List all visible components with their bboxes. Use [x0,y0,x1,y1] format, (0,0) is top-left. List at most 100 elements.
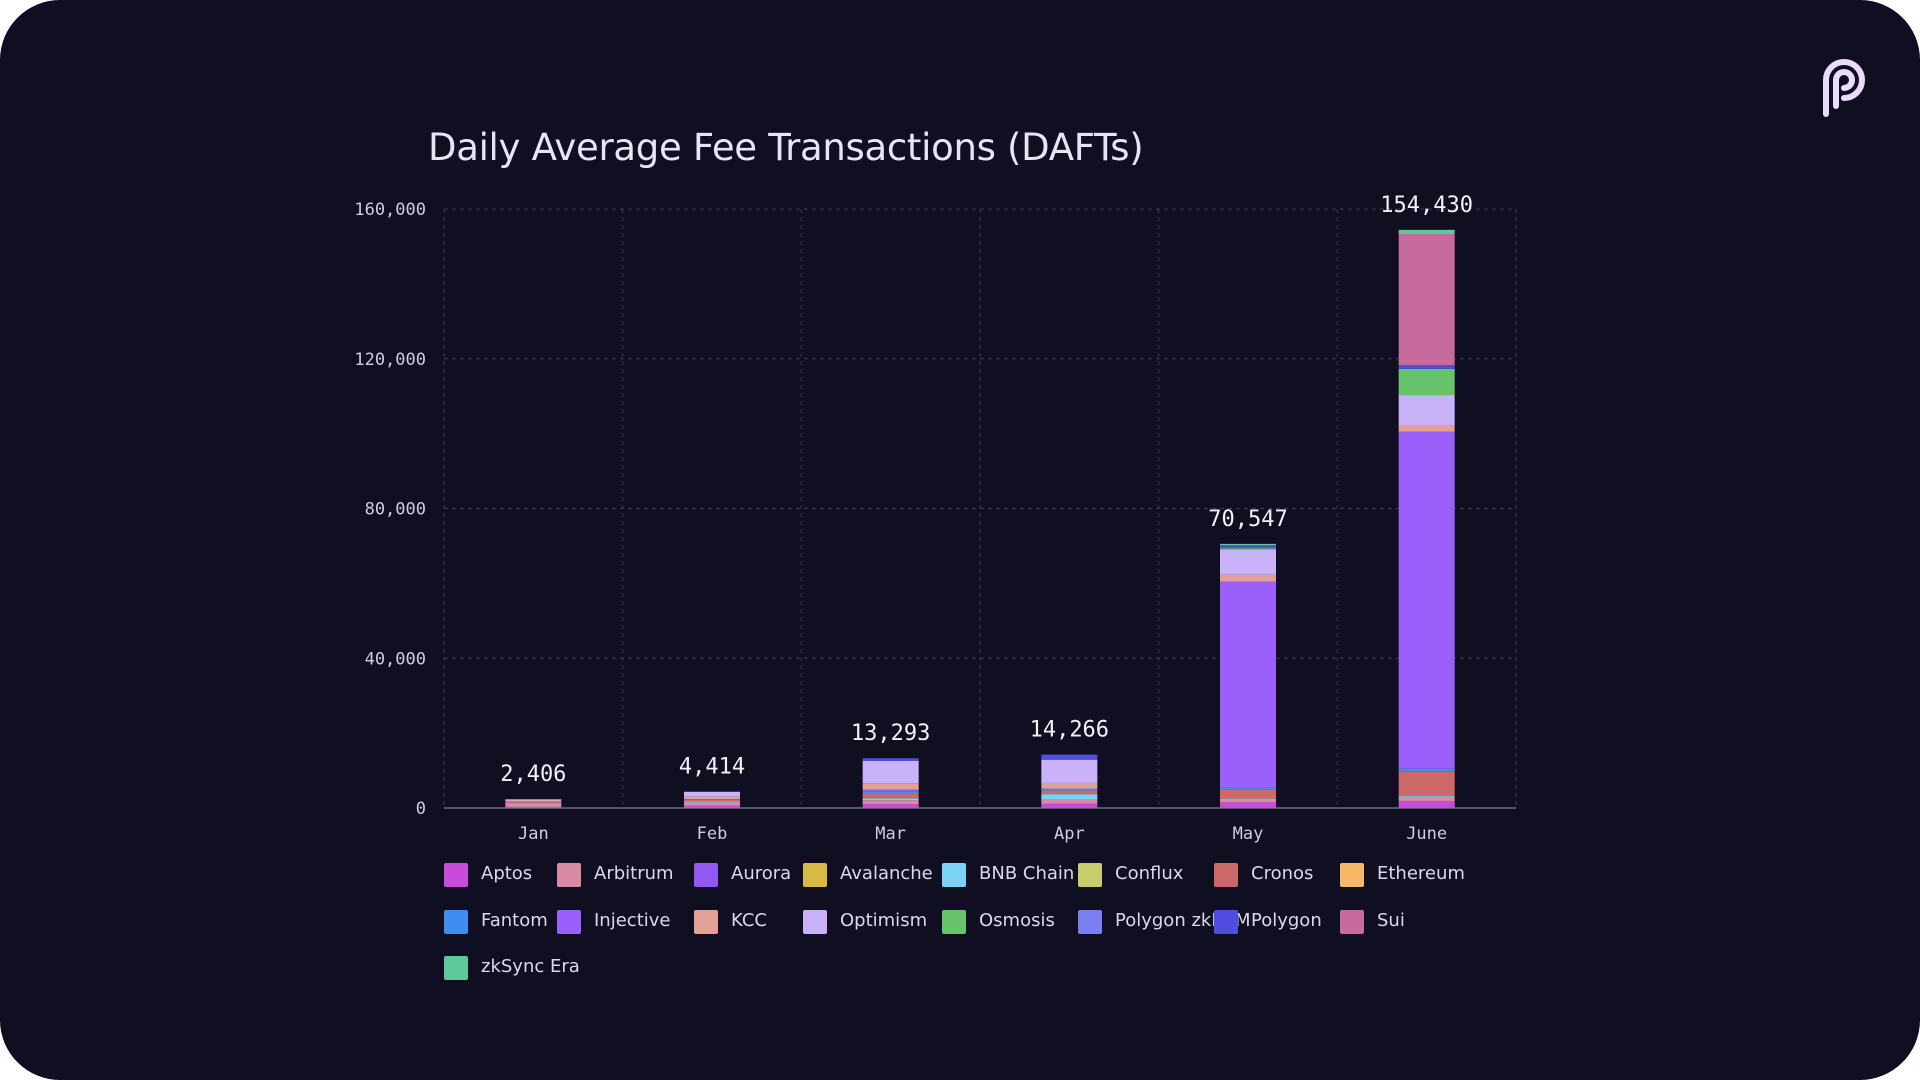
y-tick-label: 160,000 [354,200,426,220]
bar-segment-optimism-jan [505,799,562,801]
bar-segment-bnb-chain-may [1220,798,1276,800]
bar-segment-kcc-apr [1041,782,1098,789]
bar-segment-kcc-jan [505,800,562,802]
legend-swatch [444,909,468,934]
legend-label: Aurora [731,863,792,884]
bar-segment-aptos-mar [862,804,919,808]
legend-label: Arbitrum [594,863,674,884]
x-tick-label: Feb [697,824,728,844]
y-tick-label: 120,000 [354,350,426,370]
pyth-logo-icon [1823,59,1865,117]
bar-segment-arbitrum-feb [684,802,740,806]
bar-segment-arbitrum-mar [862,800,919,805]
legend-label: Polygon [1251,909,1322,931]
bar-segment-optimism-mar [862,760,919,784]
bar-total-label: 13,293 [851,721,930,746]
bar-segment-polygon-feb [684,791,740,792]
bar-segment-osmosis-may [1220,548,1276,550]
bar-total-label: 14,266 [1030,718,1109,743]
legend-swatch [444,863,468,887]
legend-swatch [1340,909,1364,934]
x-tick-label: May [1233,824,1264,844]
x-tick-label: Jan [518,824,549,844]
bar-total-label: 2,406 [500,762,566,787]
legend-swatch [694,909,718,934]
bar-segment-aptos-june [1398,801,1455,808]
bar-segment-cronos-may [1220,789,1276,799]
bar-segment-cronos-apr [1041,790,1098,795]
legend-label: Optimism [840,909,928,931]
legend-label: Aptos [481,863,533,884]
bar-segment-aptos-jan [505,806,562,808]
bar-segment-optimism-apr [1041,759,1098,783]
bar-segment-sui-june [1398,233,1455,366]
bar-segment-cronos-jan [505,802,562,804]
x-tick-label: Mar [875,824,906,844]
bar-segment-aptos-may [1220,802,1276,808]
legend-swatch [942,909,966,934]
bar-segment-fantom-mar [862,791,919,794]
bar-segment-arbitrum-apr [1041,799,1098,804]
legend-label: KCC [731,909,767,931]
legend-swatch [557,909,581,934]
bar-segment-kcc-mar [862,783,919,790]
legend-label: BNB Chain [979,863,1075,884]
y-tick-label: 0 [416,799,426,819]
bar-segment-bnb-chain-feb [684,801,740,803]
bar-segment-fantom-june [1398,768,1455,772]
bar-segment-arbitrum-jan [505,803,562,807]
bar-total-label: 4,414 [679,754,745,779]
bar-segment-fantom-feb [684,799,740,800]
legend-swatch [1214,909,1238,934]
chart-legend: Aptos Arbitrum Aurora Avalanche BNB Chain Con… [444,862,1544,1022]
bar-total-label: 154,430 [1380,193,1473,218]
bar-segment-cronos-mar [862,793,919,799]
bar-segment-cronos-june [1398,771,1455,796]
legend-swatch [1078,909,1102,934]
bar-segment-injective-june [1398,431,1455,769]
bar-segment-bnb-chain-apr [1041,794,1098,800]
bar-segment-cronos-feb [684,799,740,802]
legend-label: Conflux [1115,863,1184,884]
bar-segment-fantom-may [1220,787,1276,790]
x-tick-label: June [1406,824,1447,844]
bar-segment-zksync-era-may [1220,543,1276,546]
legend-label: Osmosis [979,909,1055,931]
legend-label: Ethereum [1377,863,1465,884]
bar-segment-bnb-chain-june [1398,795,1455,797]
legend-swatch [557,863,581,887]
legend-swatch [444,956,468,980]
bar-segment-osmosis-june [1398,368,1455,396]
legend-label: Cronos [1251,863,1314,884]
legend-swatch [942,863,966,887]
bar-segment-fantom-jan [505,801,562,803]
bar-segment-arbitrum-may [1220,799,1276,803]
bar-segment-kcc-feb [684,796,740,800]
bar-segment-arbitrum-june [1398,796,1455,802]
y-tick-label: 40,000 [365,649,426,669]
bar-segment-injective-mar [862,789,919,792]
bar-segment-zksync-era-june [1398,229,1455,234]
bar-segment-bnb-chain-mar [862,798,919,801]
bar-segment-polygon-may [1220,545,1276,549]
legend-swatch [1214,863,1238,887]
legend-label: Avalanche [840,863,933,884]
legend-label: Fantom [481,909,548,931]
bar-segment-kcc-june [1398,425,1455,432]
bar-segment-bnb-chain-jan [505,803,562,804]
legend-swatch [803,909,827,934]
bar-segment-polygon-apr [1041,754,1098,760]
chart-title: Daily Average Fee Transactions (DAFTs) [428,126,1144,169]
bar-segment-optimism-may [1220,549,1276,575]
bar-segment-aptos-feb [684,805,740,808]
legend-label: Injective [594,909,671,931]
bar-segment-injective-may [1220,581,1276,788]
bar-segment-optimism-feb [684,791,740,797]
bar-segment-fantom-apr [1041,788,1098,791]
bar-segment-polygon-june [1398,365,1455,369]
bar-segment-aptos-apr [1041,803,1098,808]
legend-label: Sui [1377,909,1405,931]
bar-segment-polygon-jan [505,798,562,800]
